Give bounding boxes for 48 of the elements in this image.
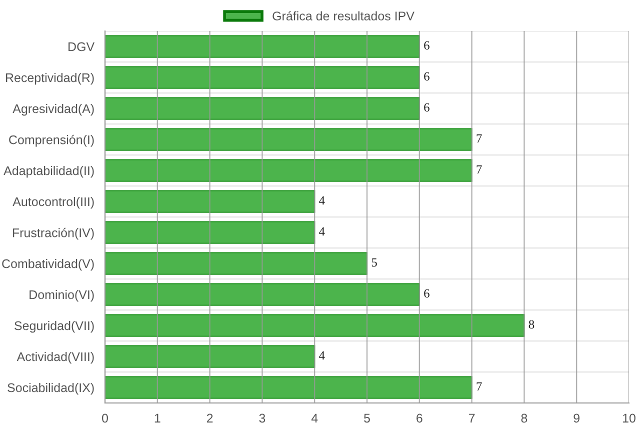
data-label: 4 (319, 351, 325, 360)
data-label: 7 (476, 134, 482, 143)
bar (105, 376, 472, 399)
data-label: 4 (319, 227, 325, 236)
data-label: 5 (372, 258, 377, 267)
bar (105, 221, 316, 244)
y-tick-label: Adaptabilidad(II) (4, 166, 94, 178)
y-tick-label: Actividad(VIII) (16, 352, 94, 364)
y-tick-label: Frustración(IV) (12, 228, 94, 240)
x-tick-label: 9 (574, 414, 580, 423)
bar (105, 97, 420, 120)
data-label: 4 (319, 196, 325, 205)
y-tick-label: Comprensión(I) (9, 134, 94, 147)
y-tick-label: Seguridad(VII) (14, 320, 94, 333)
x-tick-label: 7 (468, 414, 475, 422)
x-tick-label: 10 (623, 414, 636, 423)
bar (105, 345, 316, 368)
y-tick-label: Sociabilidad(IX) (8, 382, 94, 395)
data-label: 6 (424, 41, 430, 50)
x-tick-label: 5 (364, 414, 370, 423)
y-tick-label: Autocontrol(III) (12, 196, 94, 209)
data-label: 6 (424, 289, 430, 298)
data-label: 8 (528, 320, 534, 329)
x-tick-label: 2 (206, 414, 213, 422)
x-tick-label: 8 (521, 414, 528, 423)
x-tick-label: 3 (259, 414, 266, 423)
x-tick-label: 1 (154, 414, 160, 422)
y-tick-label: Dominio(VI) (30, 290, 94, 302)
legend-label: Gráfica de resultados IPV (272, 11, 414, 20)
bar (105, 159, 472, 182)
data-label: 6 (424, 72, 430, 81)
y-tick-label: Agresividad(A) (12, 104, 94, 116)
bar (105, 128, 472, 151)
data-label: 7 (476, 382, 482, 391)
bar (105, 190, 316, 213)
bar (105, 314, 525, 337)
y-tick-label: Combatividad(V) (2, 258, 94, 271)
bar (105, 252, 368, 275)
bar (105, 35, 420, 58)
x-tick-label: 6 (416, 414, 422, 423)
y-tick-label: DGV (68, 42, 95, 52)
x-tick-label: 4 (311, 414, 318, 422)
y-tick-label: Receptividad(R) (6, 72, 94, 85)
bar (105, 66, 420, 89)
x-tick-label: 0 (102, 414, 108, 423)
data-label: 7 (476, 165, 482, 174)
bar (105, 283, 420, 306)
data-label: 6 (424, 103, 430, 112)
